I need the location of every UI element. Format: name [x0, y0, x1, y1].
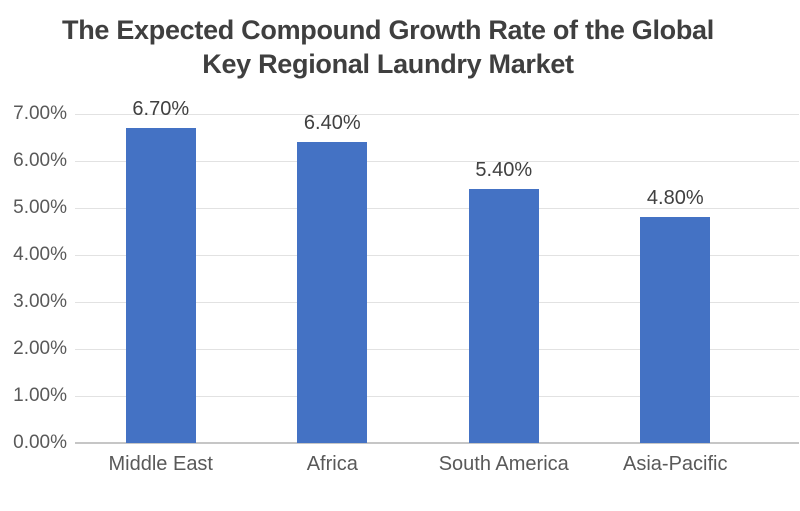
y-axis: 0.00% 1.00% 2.00% 3.00% 4.00% 5.00% 6.00% 7.00% — [0, 104, 67, 453]
y-tick-label-4-00-: 4.00% — [13, 244, 67, 265]
bar-value-label-middle-east: 6.70% — [132, 98, 190, 121]
bar-cell-south-america: 5.40% — [418, 114, 590, 443]
bar-value-label-south-america: 5.40% — [475, 159, 533, 182]
y-tick-label-0-00-: 0.00% — [13, 432, 67, 453]
y-tick-label-2-00-: 2.00% — [13, 338, 67, 359]
y-tick-label-1-00-: 1.00% — [13, 385, 67, 406]
x-axis: Middle East Africa South America Asia-Pacif… — [75, 452, 761, 476]
y-tick-label-5-00-: 5.00% — [13, 197, 67, 218]
gridline-7-00- — [75, 114, 799, 115]
chart-title-line-1: The Expected Compound Growth Rate of the… — [62, 15, 714, 45]
plot-area — [75, 114, 799, 444]
chart-title-line-2: Key Regional Laundry Market — [202, 49, 574, 79]
category-label-africa: Africa — [306, 453, 358, 475]
gridline-1-00- — [75, 396, 799, 397]
bar-asia-pacific — [640, 217, 711, 443]
bar-cell-middle-east: 6.70% — [75, 98, 247, 443]
bar-value-label-africa: 6.40% — [303, 112, 361, 135]
chart-title: The Expected Compound Growth Rate of the… — [0, 13, 776, 81]
gridline-4-00- — [75, 255, 799, 256]
y-tick-label-6-00-: 6.00% — [13, 150, 67, 171]
category-label-asia-pacific: Asia-Pacific — [623, 453, 728, 475]
bar-south-america — [468, 189, 539, 443]
category-label-south-america: South America — [438, 453, 569, 475]
y-tick-label-7-00-: 7.00% — [13, 103, 67, 124]
bars-layer: 6.70% 6.40% 5.40% 4.80% — [75, 98, 762, 443]
bar-cell-asia-pacific: 4.80% — [590, 114, 762, 443]
gridline-5-00- — [75, 208, 799, 209]
bar-middle-east — [125, 128, 196, 443]
bar-cell-africa: 6.40% — [247, 112, 419, 443]
bar-africa — [297, 142, 368, 443]
gridline-2-00- — [75, 349, 799, 350]
x-axis-line — [75, 442, 799, 444]
gridline-3-00- — [75, 302, 799, 303]
bar-value-label-asia-pacific: 4.80% — [646, 187, 704, 210]
category-label-middle-east: Middle East — [108, 453, 214, 475]
gridline-6-00- — [75, 161, 799, 162]
y-tick-label-3-00-: 3.00% — [13, 291, 67, 312]
